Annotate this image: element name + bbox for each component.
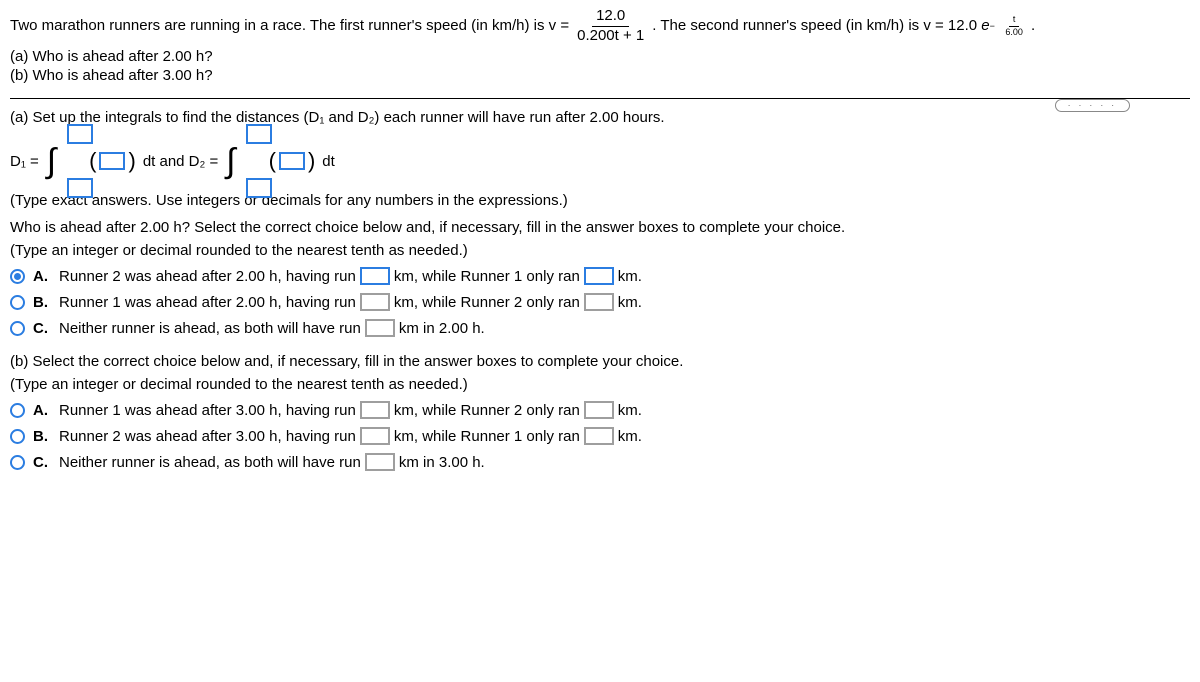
paren-open: ( [89,148,96,174]
question-b: (b) Who is ahead after 3.00 h? [10,67,1190,84]
b-c-pre: Neither runner is ahead, as both will ha… [59,454,361,471]
and-d2-label: dt and D₂ = [143,153,218,170]
paren-close: ) [308,148,315,174]
paren-close: ) [128,148,135,174]
radio-b-c[interactable] [10,455,25,470]
fraction-runner1: 12.0 0.200t + 1 [573,8,648,44]
b-c-end: km in 3.00 h. [399,454,485,471]
dots-badge[interactable]: · · · · · [1055,99,1130,112]
d1-label: D₁ = [10,153,39,170]
b-a-mid: km, while Runner 2 only ran [394,402,580,419]
a-b-box2[interactable] [584,293,614,311]
part-a-hint: (Type exact answers. Use integers or dec… [10,192,1190,209]
intro-end: . [1031,15,1035,38]
integral-setup: D₁ = ∫ ( ) dt and D₂ = ∫ ( ) dt [10,144,1190,178]
integral-d1: ∫ ( ) [45,144,137,178]
part-a-type-hint: (Type an integer or decimal rounded to t… [10,242,1190,259]
d2-lower-limit[interactable] [246,178,272,198]
d1-upper-limit[interactable] [67,124,93,144]
b-a-box2[interactable] [584,401,614,419]
b-b-pre: Runner 2 was ahead after 3.00 h, having … [59,428,356,445]
radio-b-a[interactable] [10,403,25,418]
question-a: (a) Who is ahead after 2.00 h? [10,48,1190,65]
intro-mid: . The second runner's speed (in km/h) is… [652,15,977,38]
part-a-heading: (a) Set up the integrals to find the dis… [10,109,1190,126]
exp-den: 6.00 [1001,27,1027,38]
a-a-mid: km, while Runner 1 only ran [394,268,580,285]
label-b-a: A. [33,402,51,419]
part-b-choice-b[interactable]: B. Runner 2 was ahead after 3.00 h, havi… [10,427,1190,445]
part-a-choice-b[interactable]: B. Runner 1 was ahead after 2.00 h, havi… [10,293,1190,311]
intro-pre: Two marathon runners are running in a ra… [10,15,569,38]
label-a-b: B. [33,294,51,311]
integral-d2: ∫ ( ) [224,144,316,178]
a-c-box1[interactable] [365,319,395,337]
a-a-pre: Runner 2 was ahead after 2.00 h, having … [59,268,356,285]
part-b-heading: (b) Select the correct choice below and,… [10,353,1190,370]
paren-open: ( [269,148,276,174]
integral-sign-icon: ∫ [226,144,235,178]
a-c-end: km in 2.00 h. [399,320,485,337]
label-b-b: B. [33,428,51,445]
exp-neg: − [990,20,995,30]
part-b-type-hint: (Type an integer or decimal rounded to t… [10,376,1190,393]
label-b-c: C. [33,454,51,471]
a-a-box2[interactable] [584,267,614,285]
divider [10,98,1190,99]
a-b-mid: km, while Runner 2 only ran [394,294,580,311]
dt-label: dt [322,153,335,170]
part-b-choice-a[interactable]: A. Runner 1 was ahead after 3.00 h, havi… [10,401,1190,419]
radio-a-a[interactable] [10,269,25,284]
b-b-box2[interactable] [584,427,614,445]
d1-integrand[interactable] [99,152,125,170]
b-a-box1[interactable] [360,401,390,419]
radio-b-b[interactable] [10,429,25,444]
b-b-mid: km, while Runner 1 only ran [394,428,580,445]
b-a-pre: Runner 1 was ahead after 3.00 h, having … [59,402,356,419]
exponent: − t 6.00 [990,15,1031,38]
frac1-num: 12.0 [592,8,629,27]
radio-a-c[interactable] [10,321,25,336]
problem-statement: Two marathon runners are running in a ra… [10,8,1190,44]
a-b-end: km. [618,294,642,311]
b-a-end: km. [618,402,642,419]
exp-num: t [1009,15,1020,27]
integral-sign-icon: ∫ [47,144,56,178]
d2-integrand[interactable] [279,152,305,170]
a-a-end: km. [618,268,642,285]
e-symbol: e [981,15,989,38]
b-b-end: km. [618,428,642,445]
d2-upper-limit[interactable] [246,124,272,144]
a-a-box1[interactable] [360,267,390,285]
d1-lower-limit[interactable] [67,178,93,198]
a-b-pre: Runner 1 was ahead after 2.00 h, having … [59,294,356,311]
part-b-choice-c[interactable]: C. Neither runner is ahead, as both will… [10,453,1190,471]
frac1-den: 0.200t + 1 [573,27,648,45]
a-c-pre: Neither runner is ahead, as both will ha… [59,320,361,337]
part-a-choice-a[interactable]: A. Runner 2 was ahead after 2.00 h, havi… [10,267,1190,285]
label-a-c: C. [33,320,51,337]
a-b-box1[interactable] [360,293,390,311]
part-a-choice-c[interactable]: C. Neither runner is ahead, as both will… [10,319,1190,337]
part-a-question: Who is ahead after 2.00 h? Select the co… [10,219,1190,236]
label-a-a: A. [33,268,51,285]
radio-a-b[interactable] [10,295,25,310]
b-c-box1[interactable] [365,453,395,471]
b-b-box1[interactable] [360,427,390,445]
